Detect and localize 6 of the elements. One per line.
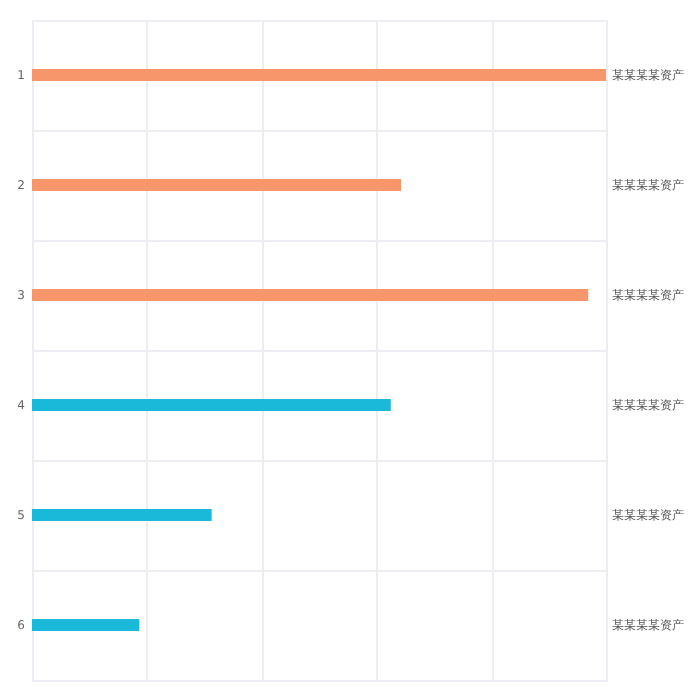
bar: [32, 289, 589, 301]
bar: [32, 69, 606, 81]
bar: [32, 509, 212, 521]
bar: [32, 619, 140, 631]
bar: [32, 399, 391, 411]
bar: [32, 179, 402, 191]
